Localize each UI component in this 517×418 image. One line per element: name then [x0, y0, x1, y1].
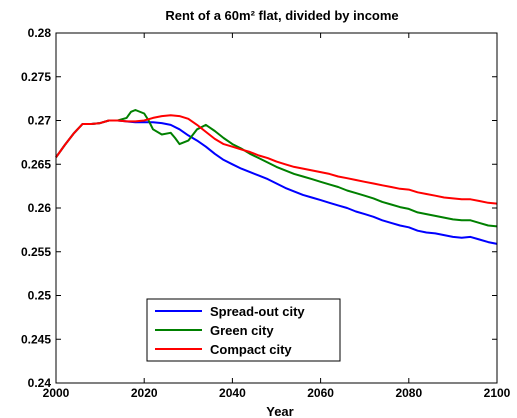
y-tick-label: 0.27	[28, 114, 52, 128]
legend-entry: Compact city	[210, 342, 292, 357]
y-tick-label: 0.28	[28, 26, 52, 40]
x-tick-label: 2020	[131, 386, 158, 400]
y-tick-label: 0.25	[28, 289, 52, 303]
legend-entry: Spread-out city	[210, 304, 305, 319]
y-tick-label: 0.255	[21, 245, 51, 259]
series-line-1	[55, 109, 498, 228]
chart-title: Rent of a 60m² flat, divided by income	[165, 8, 398, 23]
x-tick-label: 2000	[43, 386, 70, 400]
x-axis-label: Year	[266, 404, 293, 418]
legend: Spread-out city Green city Compact city	[146, 298, 341, 362]
y-tick-label: 0.24	[28, 376, 52, 390]
y-tick-label: 0.265	[21, 157, 51, 171]
x-tick-label: 2060	[307, 386, 334, 400]
y-tick-label: 0.275	[21, 70, 51, 84]
legend-entry: Green city	[210, 323, 274, 338]
plot-lines	[55, 109, 498, 245]
x-tick-label: 2080	[395, 386, 422, 400]
x-axis-ticks: 2000 2020 2040 2060 2080 2100	[43, 33, 511, 400]
y-tick-label: 0.26	[28, 201, 52, 215]
y-tick-label: 0.245	[21, 332, 51, 346]
series-line-2	[55, 114, 498, 205]
x-tick-label: 2100	[484, 386, 511, 400]
series-line-0	[55, 119, 498, 245]
y-axis-ticks: 0.24 0.245 0.25 0.255 0.26 0.265 0.27 0.275 0.28	[21, 26, 497, 390]
x-tick-label: 2040	[219, 386, 246, 400]
